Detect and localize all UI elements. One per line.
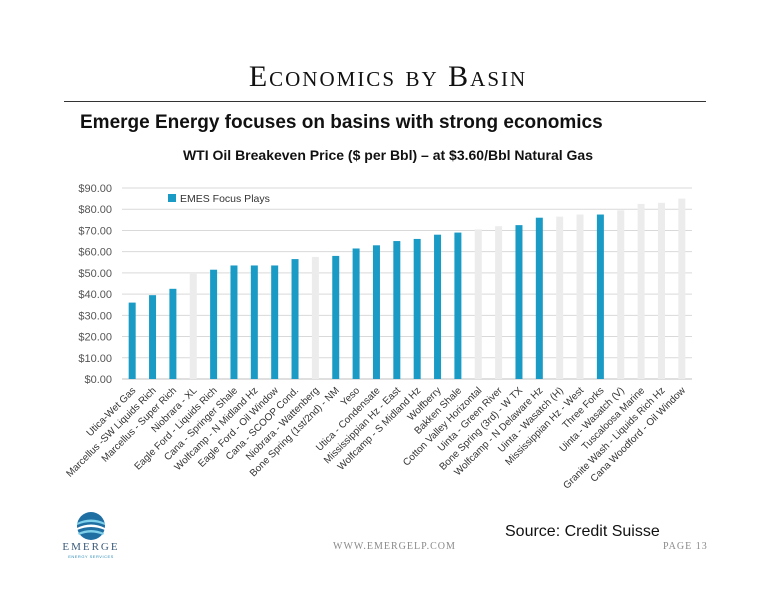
slide-title: Economics by Basin bbox=[248, 60, 528, 93]
bar bbox=[271, 265, 279, 379]
bar bbox=[515, 225, 523, 379]
y-tick-label: $20.00 bbox=[78, 332, 112, 344]
legend-label: EMES Focus Plays bbox=[180, 193, 270, 205]
logo-wordmark: EMERGE bbox=[62, 541, 120, 553]
y-tick-label: $80.00 bbox=[78, 204, 112, 216]
bar bbox=[556, 216, 564, 379]
bar bbox=[230, 265, 238, 379]
bar bbox=[352, 248, 360, 379]
y-tick-label: $30.00 bbox=[78, 310, 112, 322]
bar bbox=[617, 210, 625, 379]
chart-title: WTI Oil Breakeven Price ($ per Bbl) – at… bbox=[182, 147, 594, 163]
y-tick-label: $60.00 bbox=[78, 247, 112, 259]
bar bbox=[393, 241, 401, 379]
bar bbox=[250, 265, 258, 379]
y-tick-label: $0.00 bbox=[84, 374, 112, 386]
logo-tagline: ENERGY SERVICES bbox=[68, 554, 114, 559]
bar bbox=[495, 226, 503, 379]
y-tick-label: $40.00 bbox=[78, 289, 112, 301]
bar bbox=[128, 302, 136, 379]
bar bbox=[413, 238, 421, 379]
bar bbox=[474, 229, 482, 379]
bar bbox=[454, 232, 462, 379]
source-note: Source: Credit Suisse bbox=[505, 523, 660, 540]
bar bbox=[576, 214, 584, 379]
slide-subtitle: Emerge Energy focuses on basins with str… bbox=[80, 112, 603, 133]
bar bbox=[657, 202, 665, 379]
y-tick-label: $10.00 bbox=[78, 353, 112, 365]
bar bbox=[332, 255, 340, 379]
website-footer[interactable]: WWW.EMERGELP.COM bbox=[333, 541, 456, 552]
bar bbox=[291, 259, 299, 379]
bar bbox=[596, 214, 604, 379]
page-number: PAGE 13 bbox=[663, 541, 708, 552]
bar bbox=[678, 198, 686, 379]
bar bbox=[189, 272, 197, 379]
y-tick-label: $50.00 bbox=[78, 268, 112, 280]
bar bbox=[372, 245, 380, 379]
bar bbox=[311, 256, 319, 379]
emerge-logo-icon bbox=[77, 512, 105, 540]
bar bbox=[535, 217, 543, 379]
bar bbox=[637, 203, 645, 379]
y-tick-label: $70.00 bbox=[78, 225, 112, 237]
bar bbox=[210, 269, 218, 379]
bar bbox=[169, 288, 177, 379]
bar bbox=[149, 295, 157, 379]
title-divider bbox=[64, 101, 706, 102]
legend-swatch bbox=[168, 194, 176, 202]
bar bbox=[434, 234, 442, 379]
y-tick-label: $90.00 bbox=[78, 183, 112, 195]
